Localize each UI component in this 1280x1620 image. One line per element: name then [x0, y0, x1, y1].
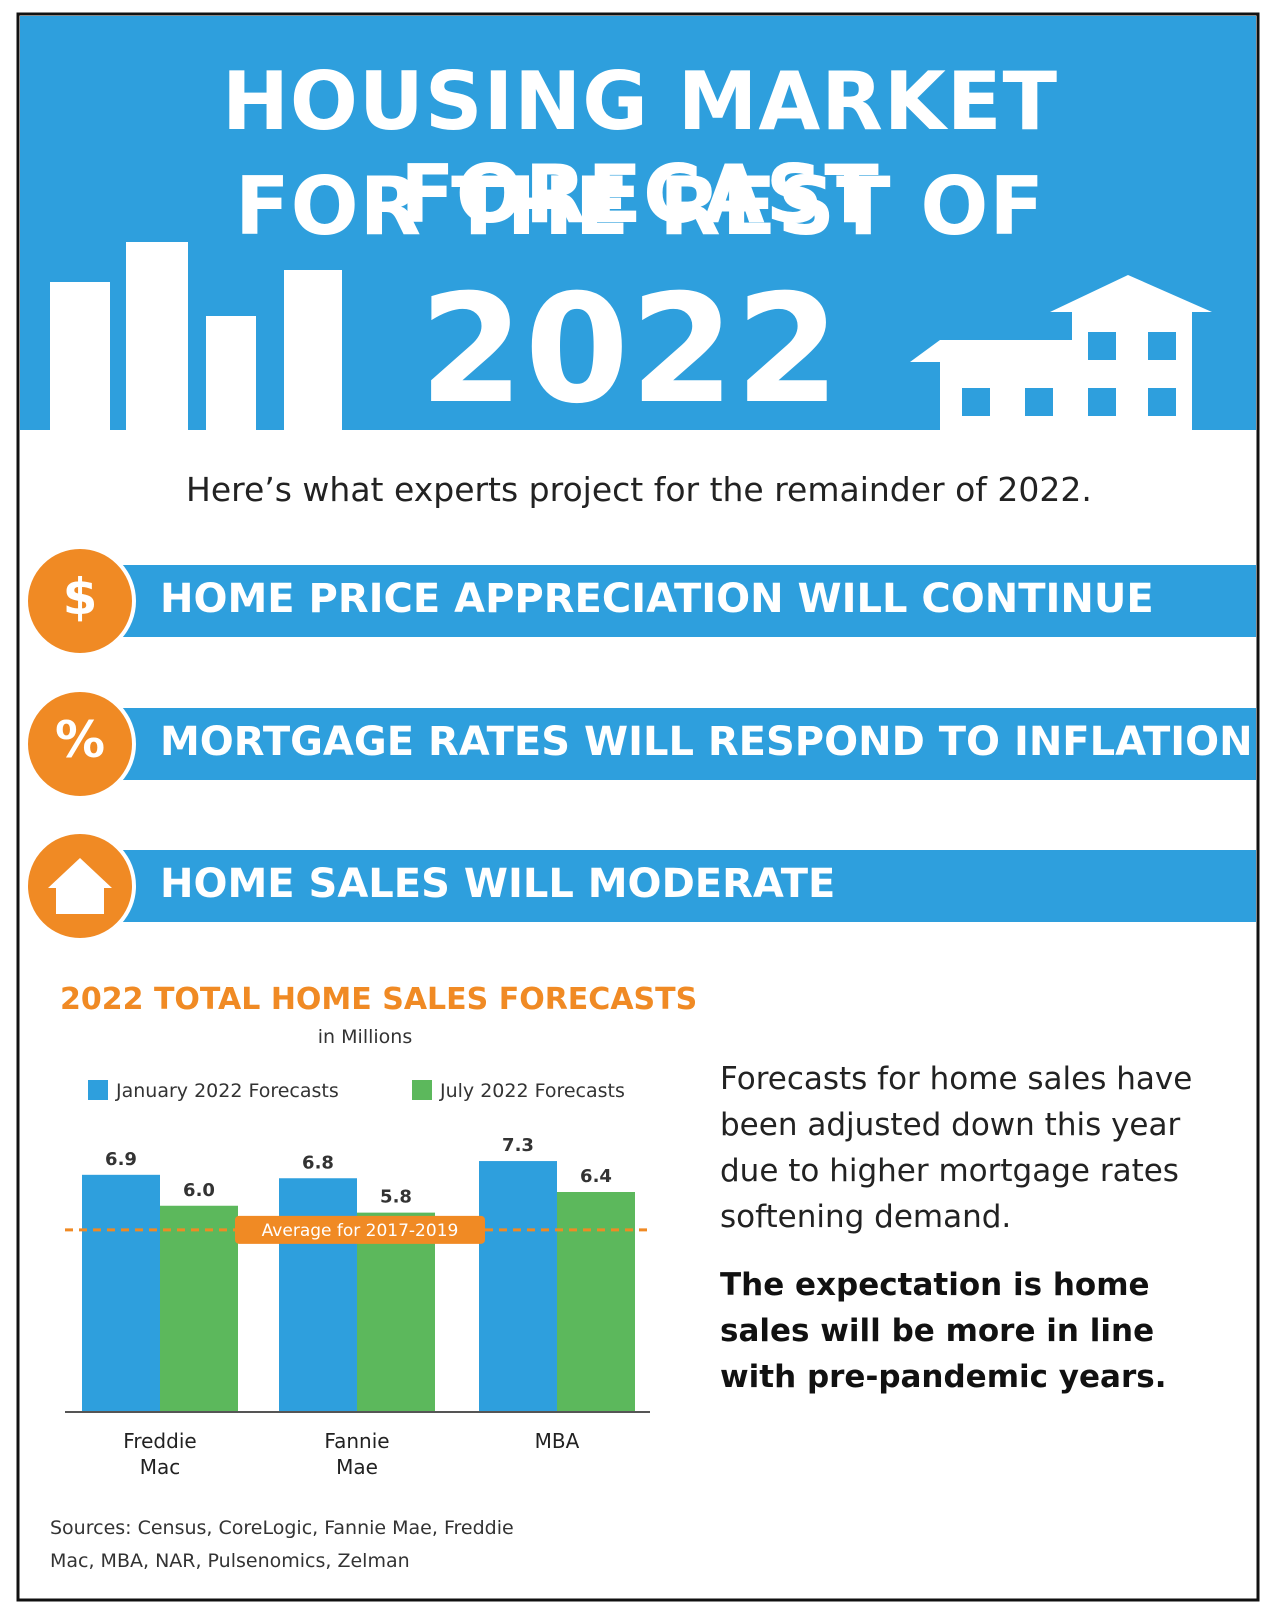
- x-tick-label: Freddie Mac: [123, 1429, 197, 1479]
- legend-swatch: [88, 1080, 108, 1100]
- window: [1088, 332, 1116, 360]
- title-line: FOR THE REST OF: [234, 160, 1046, 253]
- icon-circle: [24, 688, 136, 800]
- bar-chart: January 2022 Forecasts July 2022 Forecast…: [65, 1080, 650, 1413]
- window: [1148, 388, 1176, 416]
- house: [910, 275, 1212, 432]
- reference-label-box: [235, 1215, 485, 1244]
- building: [126, 242, 188, 432]
- band: [100, 565, 1256, 637]
- forecast-point: HOME PRICE APPRECIATION WILL CONTINUE: [160, 576, 1154, 622]
- chart-subtitle: in Millions: [317, 1026, 413, 1048]
- building: [284, 270, 342, 432]
- value-label: 6.9: [105, 1149, 137, 1170]
- chart-title: 2022 TOTAL HOME SALES FORECASTS: [60, 982, 698, 1017]
- legend-label: July 2022 Forecasts: [439, 1080, 625, 1102]
- band: [100, 850, 1256, 922]
- value-label: 5.8: [380, 1187, 412, 1208]
- bar: [479, 1161, 557, 1412]
- window: [1088, 388, 1116, 416]
- title-year: 2022: [419, 263, 841, 437]
- bar: [279, 1178, 357, 1412]
- legend-label: January 2022 Forecasts: [115, 1080, 339, 1102]
- x-tick-label: Fannie Mae: [324, 1429, 390, 1479]
- bar: [557, 1192, 635, 1412]
- value-label: 6.0: [183, 1180, 215, 1201]
- forecast-point: HOME SALES WILL MODERATE: [160, 861, 836, 907]
- window: [1148, 332, 1176, 360]
- title-line: HOUSING MARKET FORECAST: [221, 55, 1059, 241]
- commentary-emphasis: The expectation is home sales will be mo…: [720, 1267, 1167, 1395]
- icon-symbol: $: [62, 568, 98, 626]
- value-label: 6.8: [302, 1152, 334, 1173]
- commentary: Forecasts for home sales have been adjus…: [720, 1061, 1193, 1235]
- band: [100, 708, 1256, 780]
- roof: [1050, 275, 1212, 312]
- bar: [357, 1212, 435, 1412]
- sources: Sources: Census, CoreLogic, Fannie Mae, …: [50, 1517, 514, 1572]
- value-label: 7.3: [502, 1135, 534, 1156]
- bands: [24, 545, 1256, 942]
- home-icon: [48, 858, 112, 914]
- legend-swatch: [412, 1080, 432, 1100]
- bar: [82, 1174, 160, 1412]
- lower-roof: [910, 340, 1080, 362]
- skyline: [50, 242, 342, 432]
- window: [1025, 388, 1053, 416]
- building: [206, 316, 256, 432]
- window: [962, 388, 990, 416]
- subtitle: Here’s what experts project for the rema…: [186, 470, 1092, 509]
- reference-label: Average for 2017-2019: [262, 1221, 459, 1241]
- building: [50, 282, 110, 432]
- x-tick-label: MBA: [534, 1429, 580, 1453]
- bar: [160, 1205, 238, 1412]
- forecast-point: MORTGAGE RATES WILL RESPOND TO INFLATION: [160, 719, 1253, 765]
- icon-circle: [24, 545, 136, 657]
- value-label: 6.4: [580, 1166, 612, 1187]
- windows: [962, 332, 1176, 416]
- icon-symbol: %: [54, 711, 106, 769]
